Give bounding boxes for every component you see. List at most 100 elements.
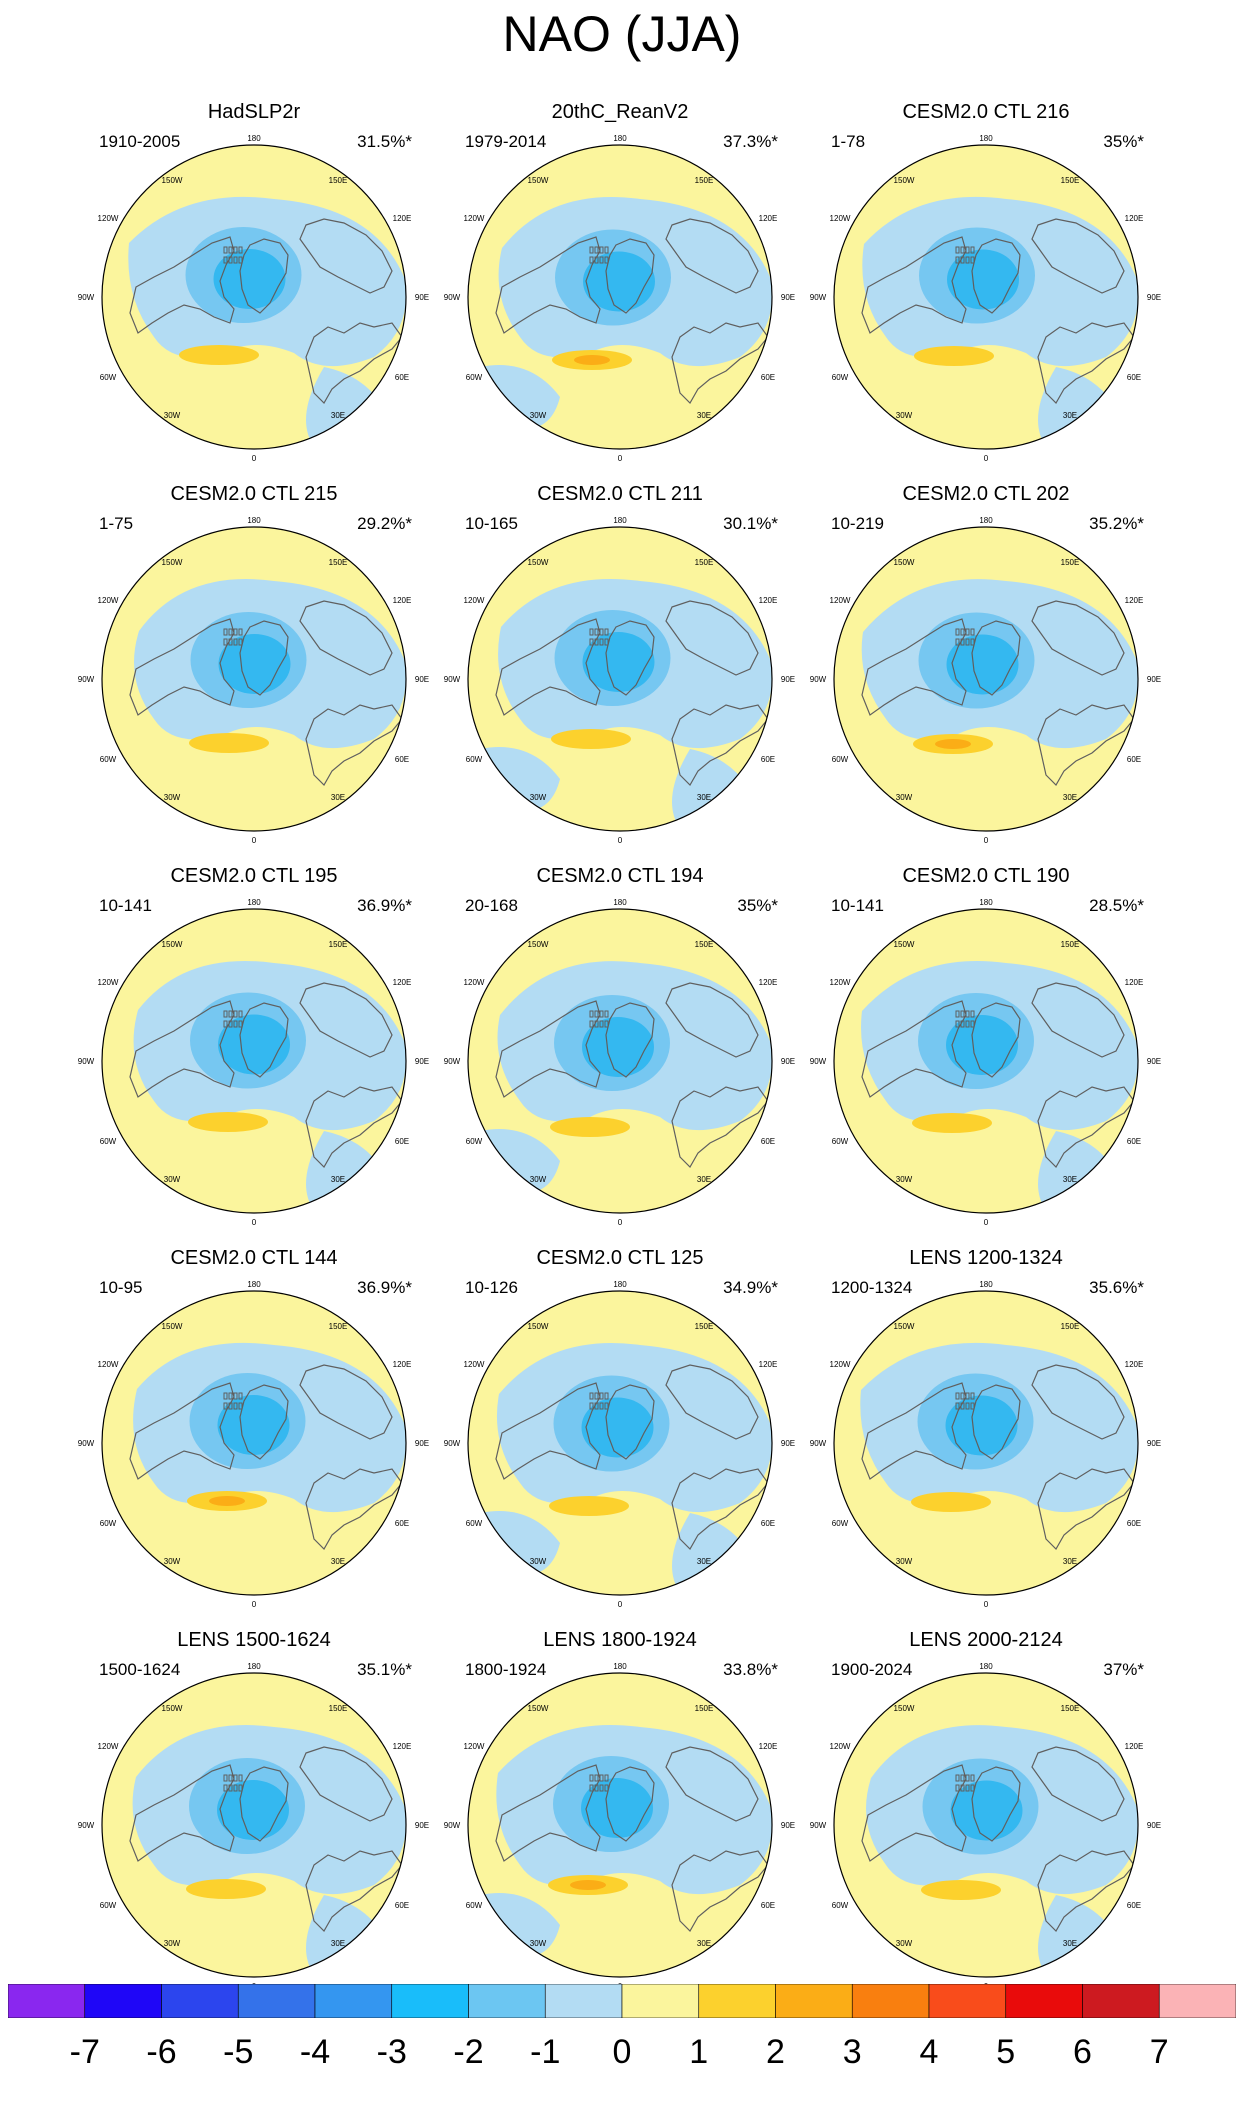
coastline <box>665 218 759 294</box>
longitude-label: 150E <box>329 176 348 185</box>
coastline <box>671 1086 769 1168</box>
coastline <box>1037 1850 1135 1932</box>
longitude-label: 30E <box>697 1557 711 1566</box>
coastline <box>305 704 403 786</box>
coastline <box>223 1784 228 1792</box>
coastline <box>971 1384 1021 1460</box>
panel-title: HadSLP2r <box>207 101 301 123</box>
coastline <box>129 1382 235 1480</box>
longitude-label: 180 <box>247 1280 261 1289</box>
longitude-label: 0 <box>252 454 257 463</box>
coastline <box>965 628 970 636</box>
coastline <box>965 1010 970 1018</box>
longitude-label: 90E <box>781 1439 795 1448</box>
coastline <box>239 1384 289 1460</box>
longitude-label: 120W <box>464 214 485 223</box>
longitude-label: 180 <box>247 134 261 143</box>
colorbar-labels: -7 -6 -5 -4 -3 -2 -1 0 1 2 3 4 5 6 7 <box>8 2032 1236 2082</box>
panel-variance: 37.3%* <box>723 132 778 151</box>
longitude-label: 30W <box>530 1557 547 1566</box>
longitude-label: 60W <box>832 373 849 382</box>
coastline <box>238 638 243 646</box>
panel-period: 10-165 <box>465 514 518 533</box>
coastline <box>1031 600 1125 676</box>
longitude-label: 90E <box>781 1821 795 1830</box>
coastline <box>594 1392 599 1400</box>
longitude-label: 120E <box>1125 214 1144 223</box>
panel-period: 1800-1924 <box>465 1660 547 1679</box>
map-border <box>467 1672 773 1978</box>
coastline <box>223 1402 228 1410</box>
longitude-label: 60W <box>832 1519 849 1528</box>
coastline <box>589 1020 594 1028</box>
coastline <box>299 982 393 1058</box>
longitude-label: 150W <box>162 558 183 567</box>
panel-variance: 30.1%* <box>723 514 778 533</box>
coastline <box>495 618 601 716</box>
panel-variance: 33.8%* <box>723 1660 778 1679</box>
longitude-label: 120W <box>464 978 485 987</box>
positive-anomaly-core <box>188 1112 268 1132</box>
positive-anomaly-core <box>935 739 971 749</box>
panel-variance: 28.5%* <box>1089 896 1144 915</box>
coastline <box>233 638 238 646</box>
coastline <box>599 638 604 646</box>
coastline <box>955 1402 960 1410</box>
coastline <box>305 1468 403 1550</box>
longitude-label: 60W <box>832 1901 849 1910</box>
coastline <box>233 1402 238 1410</box>
coastline <box>970 1392 975 1400</box>
longitude-label: 0 <box>984 836 989 845</box>
coastline <box>671 1850 769 1932</box>
map-panel: LENS 1500-16241500-162435.1%*1800150W150… <box>74 1628 434 2008</box>
colorbar-swatch <box>8 1984 86 2018</box>
longitude-label: 180 <box>613 1280 627 1289</box>
coastline <box>965 256 970 264</box>
map-border <box>101 1672 407 1978</box>
coastline <box>960 256 965 264</box>
longitude-label: 30E <box>697 793 711 802</box>
map-panel: CESM2.0 CTL 211 10-165 30.1%* 180 0 150W 150E 1… <box>440 482 800 862</box>
coastline <box>589 246 594 254</box>
colorbar-swatch <box>468 1984 546 2018</box>
map-border <box>833 1290 1139 1596</box>
coastline <box>495 1382 601 1480</box>
coastline <box>299 600 393 676</box>
longitude-label: 90W <box>810 1057 827 1066</box>
coastline <box>970 638 975 646</box>
longitude-label: 90E <box>781 293 795 302</box>
coastline <box>239 620 289 696</box>
longitude-label: 90E <box>1147 1821 1161 1830</box>
longitude-label: 150E <box>329 1322 348 1331</box>
longitude-label: 180 <box>613 134 627 143</box>
longitude-label: 60E <box>1127 1137 1141 1146</box>
negative-anomaly-core <box>217 1780 289 1840</box>
coastline <box>589 1010 594 1018</box>
longitude-label: 120E <box>759 1742 778 1751</box>
panel-title: CESM2.0 CTL 125 <box>536 1247 704 1269</box>
panel-title: CESM2.0 CTL 190 <box>902 865 1070 887</box>
coastline <box>604 638 609 646</box>
coastline <box>965 1784 970 1792</box>
map-panel: CESM2.0 CTL 190 10-141 28.5%* 180 0 150W 150E 1… <box>806 864 1166 1244</box>
coastline <box>228 628 233 636</box>
longitude-label: 60E <box>761 1901 775 1910</box>
coastline <box>594 1402 599 1410</box>
coastline <box>604 246 609 254</box>
longitude-label: 150W <box>528 176 549 185</box>
coastline <box>305 1850 403 1932</box>
longitude-label: 60E <box>761 373 775 382</box>
coastline <box>228 246 233 254</box>
colorbar-label: -6 <box>146 2033 177 2071</box>
coastline <box>599 1774 604 1782</box>
map-border <box>833 1672 1139 1978</box>
coastline <box>971 1002 1021 1078</box>
positive-anomaly-core <box>570 1880 606 1890</box>
longitude-label: 90W <box>810 1821 827 1830</box>
map-border <box>101 526 407 832</box>
coastline <box>233 246 238 254</box>
coastline <box>971 238 1021 314</box>
coastline <box>971 620 1021 696</box>
longitude-label: 60W <box>466 1519 483 1528</box>
longitude-label: 30E <box>697 1939 711 1948</box>
